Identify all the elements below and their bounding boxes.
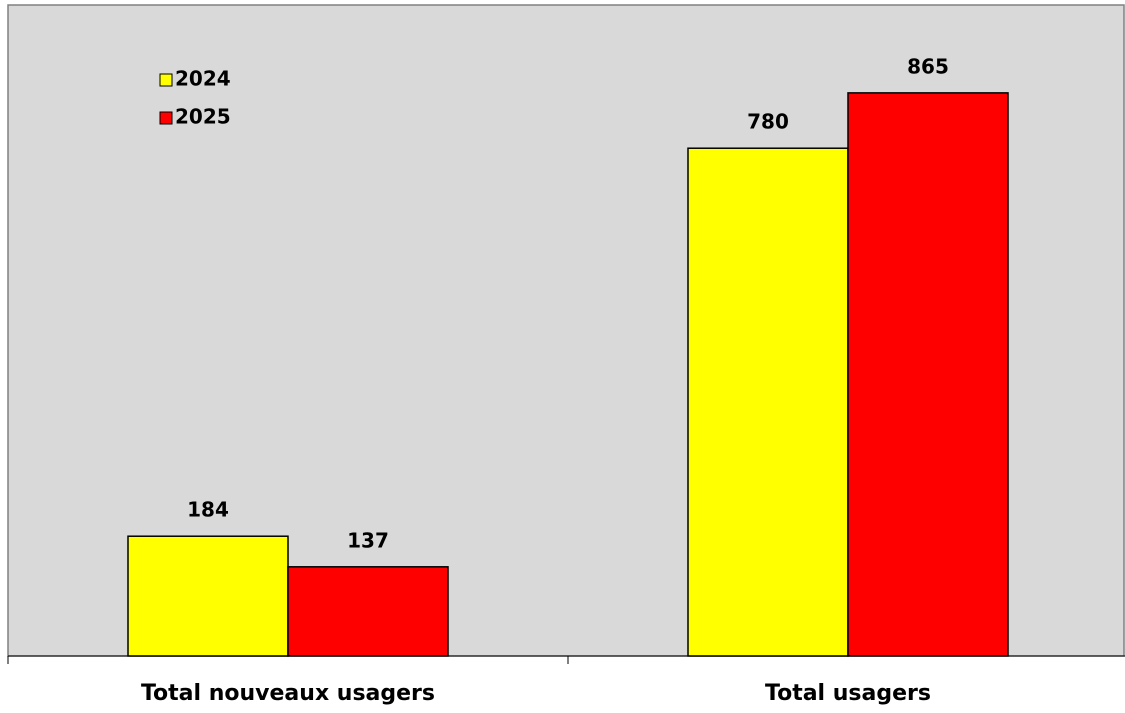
legend-label: 2025 (175, 105, 231, 129)
legend-label: 2024 (175, 67, 231, 91)
x-tick-label: Total usagers (765, 681, 931, 706)
legend-swatch (159, 111, 173, 125)
data-label: 865 (907, 54, 949, 78)
x-tick-label: Total nouveaux usagers (141, 681, 435, 706)
bar (847, 92, 1009, 657)
data-label: 137 (347, 528, 389, 552)
legend-swatch (159, 73, 173, 87)
data-label: 184 (187, 498, 229, 522)
bar (687, 147, 849, 657)
data-label: 780 (747, 110, 789, 134)
bar (127, 535, 289, 657)
bar (287, 566, 449, 657)
